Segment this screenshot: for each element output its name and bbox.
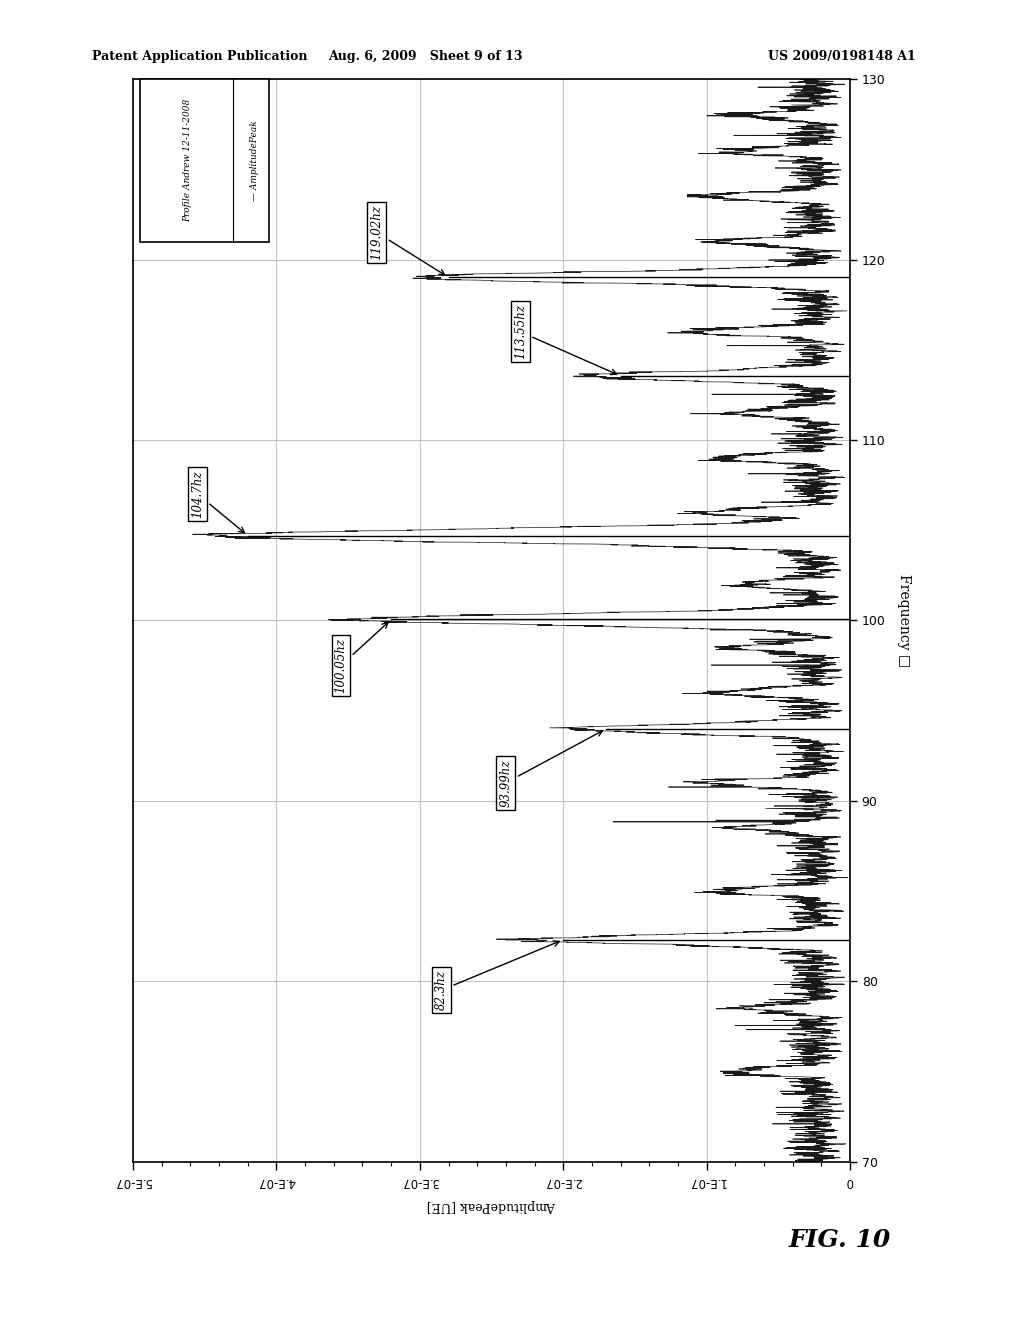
Y-axis label: Frequency □: Frequency □ <box>897 574 910 667</box>
Text: 119.02hz: 119.02hz <box>371 205 444 275</box>
Text: 113.55hz: 113.55hz <box>514 304 616 375</box>
FancyBboxPatch shape <box>140 79 269 242</box>
Text: US 2009/0198148 A1: US 2009/0198148 A1 <box>768 50 915 63</box>
Text: 93.99hz: 93.99hz <box>500 731 602 807</box>
Text: 82.3hz: 82.3hz <box>435 941 559 1010</box>
Text: FIG. 10: FIG. 10 <box>788 1229 891 1253</box>
Text: 100.05hz: 100.05hz <box>335 623 388 693</box>
Text: — AmplitudePeak: — AmplitudePeak <box>251 120 259 201</box>
Text: Aug. 6, 2009   Sheet 9 of 13: Aug. 6, 2009 Sheet 9 of 13 <box>328 50 522 63</box>
Text: Patent Application Publication: Patent Application Publication <box>92 50 307 63</box>
X-axis label: AmplitudePeak [UE]: AmplitudePeak [UE] <box>427 1199 556 1212</box>
Text: 104.7hz: 104.7hz <box>191 470 245 533</box>
Text: Profile Andrew 12-11-2008: Profile Andrew 12-11-2008 <box>183 99 193 222</box>
